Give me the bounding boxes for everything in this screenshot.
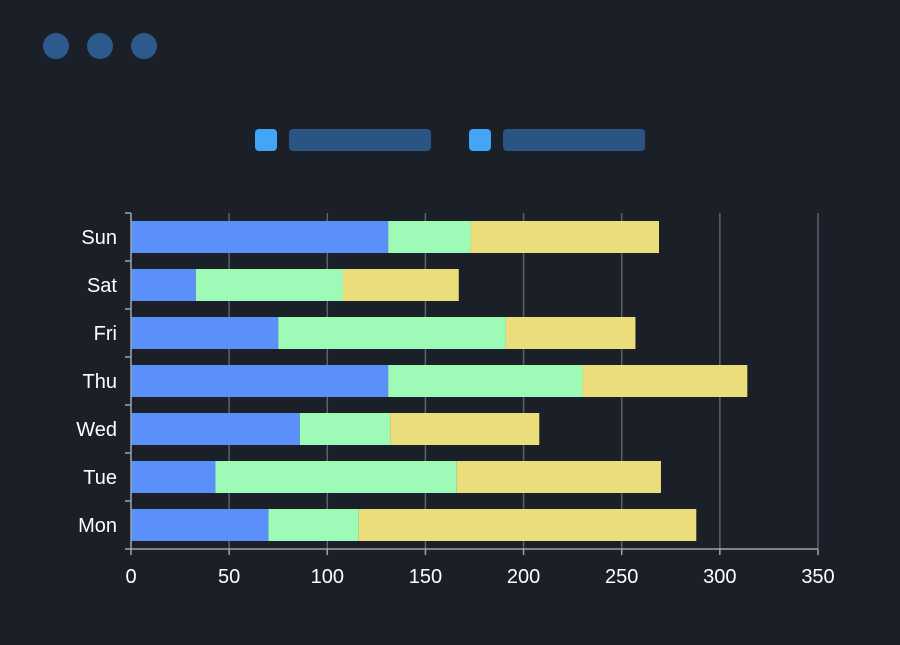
bar-mon-series-3 <box>358 509 697 541</box>
bar-fri-series-3 <box>505 317 636 349</box>
x-tick-label: 150 <box>409 566 442 588</box>
chart-legend <box>255 129 683 151</box>
window-controls <box>43 33 157 59</box>
bar-fri-series-2 <box>278 317 506 349</box>
bar-sun-series-3 <box>470 221 660 253</box>
bar-thu-series-1 <box>131 365 389 397</box>
y-tick-label-thu: Thu <box>83 371 117 393</box>
window-dot-2[interactable] <box>87 33 113 59</box>
bar-sun-series-1 <box>131 221 389 253</box>
y-tick-label-sat: Sat <box>87 275 117 297</box>
bar-sat-series-2 <box>195 269 343 301</box>
bar-tue-series-3 <box>456 461 661 493</box>
bar-sat-series-3 <box>342 269 459 301</box>
bar-wed-series-2 <box>299 413 391 445</box>
y-tick-label-tue: Tue <box>83 467 117 489</box>
legend-label-placeholder-2 <box>503 129 645 151</box>
y-tick-label-sun: Sun <box>81 227 117 249</box>
legend-swatch-1 <box>255 129 277 151</box>
bar-thu-series-2 <box>388 365 583 397</box>
x-tick-label: 350 <box>801 566 834 588</box>
x-tick-label: 0 <box>125 566 136 588</box>
window-dot-1[interactable] <box>43 33 69 59</box>
bar-fri-series-1 <box>131 317 279 349</box>
bar-mon-series-1 <box>131 509 269 541</box>
legend-item-2[interactable] <box>469 129 645 151</box>
legend-swatch-2 <box>469 129 491 151</box>
bar-wed-series-3 <box>390 413 540 445</box>
legend-label-placeholder-1 <box>289 129 431 151</box>
bar-tue-series-2 <box>215 461 457 493</box>
bar-sat-series-1 <box>131 269 196 301</box>
bar-wed-series-1 <box>131 413 300 445</box>
bar-thu-series-3 <box>582 365 748 397</box>
y-tick-label-wed: Wed <box>76 419 117 441</box>
x-tick-label: 250 <box>605 566 638 588</box>
legend-item-1[interactable] <box>255 129 431 151</box>
x-tick-label: 200 <box>507 566 540 588</box>
y-tick-label-fri: Fri <box>94 323 117 345</box>
bar-mon-series-2 <box>268 509 359 541</box>
window-dot-3[interactable] <box>131 33 157 59</box>
x-tick-label: 300 <box>703 566 736 588</box>
bar-tue-series-1 <box>131 461 216 493</box>
bar-sun-series-2 <box>388 221 471 253</box>
y-tick-label-mon: Mon <box>78 515 117 537</box>
x-tick-label: 50 <box>218 566 240 588</box>
x-tick-label: 100 <box>311 566 344 588</box>
